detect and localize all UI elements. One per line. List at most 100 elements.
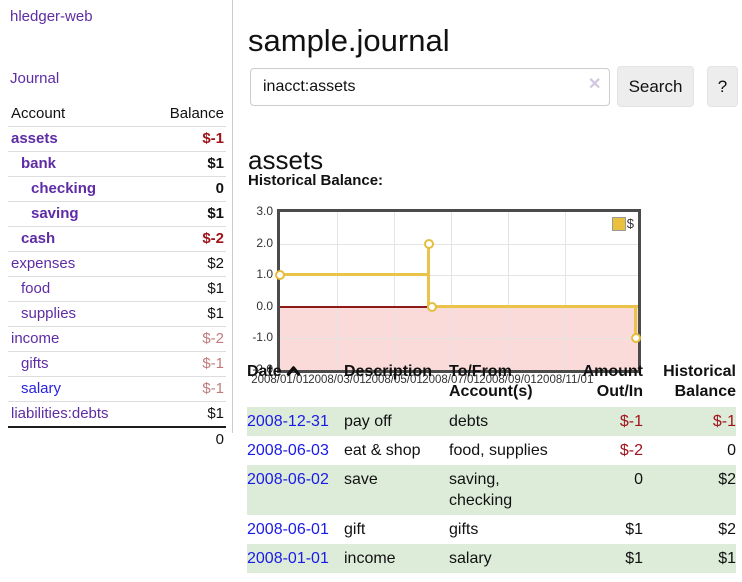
date-header-label: Date — [247, 363, 282, 380]
accounts-header-line2: Account(s) — [449, 383, 533, 400]
gridline — [280, 244, 638, 245]
balance-line-segment — [280, 273, 430, 276]
balance-line-segment — [427, 242, 430, 309]
transaction-description: income — [344, 550, 396, 567]
account-balance: $1 — [207, 405, 224, 422]
account-link-gifts[interactable]: gifts — [21, 355, 49, 372]
chart-plot-area: $ — [275, 209, 641, 373]
account-link-food[interactable]: food — [21, 280, 51, 297]
accounts-total-row: 0 — [8, 427, 226, 452]
account-row: checking 0 — [8, 176, 226, 202]
app-brand-link[interactable]: hledger-web — [10, 8, 93, 25]
transaction-row: 2008-06-01 gift gifts $1 $2 — [247, 515, 736, 544]
account-heading: assets — [248, 144, 324, 175]
account-link-expenses[interactable]: expenses — [11, 255, 76, 272]
gridline — [394, 212, 395, 370]
transaction-amount: $1 — [625, 550, 643, 567]
account-link-cash[interactable]: cash — [21, 230, 56, 247]
accounts-total-value: 0 — [215, 431, 224, 448]
transaction-accounts: salary — [449, 550, 492, 567]
accounts-header-line1: To/From — [449, 363, 512, 380]
transaction-date-link[interactable]: 2008-01-01 — [247, 550, 329, 567]
column-header-date[interactable]: Date — [247, 362, 344, 407]
column-header-description: Description — [344, 363, 433, 380]
amount-header-line1: Amount — [582, 363, 643, 380]
x-tick-label: 2008/01/01 — [251, 374, 309, 386]
gridline — [565, 212, 566, 370]
transaction-description: gift — [344, 521, 366, 538]
y-tick-label: 1.0 — [256, 267, 273, 281]
account-link-supplies[interactable]: supplies — [21, 305, 77, 322]
y-tick-label: 3.0 — [256, 204, 273, 218]
transaction-description: eat & shop — [344, 442, 421, 459]
clear-search-icon[interactable]: ✕ — [588, 76, 602, 93]
account-row: saving $1 — [8, 201, 226, 227]
x-tick-label: 2008/09/01 — [479, 374, 537, 386]
account-link-salary[interactable]: salary — [21, 380, 62, 397]
sidebar-divider — [232, 0, 233, 433]
chart-title: Historical Balance: — [248, 172, 384, 189]
search-input[interactable] — [250, 68, 610, 106]
gridline — [451, 212, 452, 370]
transaction-accounts: gifts — [449, 521, 479, 538]
help-button[interactable]: ? — [707, 66, 738, 107]
transaction-amount: $-1 — [619, 413, 643, 430]
transaction-accounts: saving, checking — [449, 471, 513, 509]
transaction-date-link[interactable]: 2008-06-03 — [247, 442, 329, 459]
account-balance: $-1 — [202, 355, 224, 372]
account-row: salary $-1 — [8, 376, 226, 402]
account-balance: $-2 — [202, 230, 224, 247]
account-link-liabilities-debts[interactable]: liabilities:debts — [11, 405, 109, 422]
account-link-income[interactable]: income — [11, 330, 60, 347]
search-button[interactable]: Search — [617, 66, 694, 107]
gridline — [280, 338, 638, 339]
accounts-header-row: Account Balance — [8, 102, 226, 127]
x-tick-label: 2008/05/01 — [365, 374, 423, 386]
account-link-assets[interactable]: assets — [11, 130, 58, 147]
y-tick-label: 2.0 — [256, 236, 273, 250]
account-balance: $1 — [207, 155, 224, 172]
historical-balance-chart: 3.0 2.0 1.0 0.0 -1.0 -2.0 $ 2008/01/01 2… — [246, 196, 646, 392]
account-link-bank[interactable]: bank — [21, 155, 57, 172]
transaction-amount: 0 — [634, 471, 643, 488]
transaction-balance: $1 — [718, 550, 736, 567]
transaction-row: 2008-06-02 save saving, checking 0 $2 — [247, 465, 736, 515]
account-link-saving[interactable]: saving — [31, 205, 79, 222]
column-header-balance: Historical Balance — [643, 362, 736, 407]
transaction-balance: $2 — [718, 471, 736, 488]
account-row: supplies $1 — [8, 301, 226, 327]
account-row: gifts $-1 — [8, 351, 226, 377]
account-row: bank $1 — [8, 151, 226, 177]
account-row: assets $-1 — [8, 126, 226, 152]
transaction-description: save — [344, 471, 378, 488]
transaction-balance: 0 — [727, 442, 736, 459]
transaction-accounts: food, supplies — [449, 442, 548, 459]
register-header-row: Date Description To/From Account(s) Amou… — [247, 362, 736, 407]
account-balance: $1 — [207, 205, 224, 222]
x-tick-label: 2008/03/01 — [308, 374, 366, 386]
account-balance: $-1 — [202, 380, 224, 397]
account-balance: $-2 — [202, 330, 224, 347]
transaction-row: 2008-06-03 eat & shop food, supplies $-2… — [247, 436, 736, 465]
account-balance: $2 — [207, 255, 224, 272]
legend-swatch-icon — [611, 216, 626, 231]
data-point-marker — [427, 302, 437, 312]
column-header-amount: Amount Out/In — [565, 362, 643, 407]
column-header-accounts: To/From Account(s) — [449, 362, 565, 407]
transaction-accounts: debts — [449, 413, 489, 430]
transaction-date-link[interactable]: 2008-06-02 — [247, 471, 329, 488]
accounts-header-account: Account — [11, 105, 66, 122]
transaction-amount: $1 — [625, 521, 643, 538]
y-tick-label: -1.0 — [252, 330, 273, 344]
x-tick-label: 2008/07/01 — [422, 374, 480, 386]
register-table: Date Description To/From Account(s) Amou… — [247, 362, 736, 573]
transaction-date-link[interactable]: 2008-12-31 — [247, 413, 329, 430]
account-row: expenses $2 — [8, 251, 226, 277]
page-title: sample.journal — [248, 22, 450, 58]
balance-header-line1: Historical — [663, 363, 736, 380]
transaction-row: 2008-01-01 income salary $1 $1 — [247, 544, 736, 573]
account-link-checking[interactable]: checking — [31, 180, 97, 197]
data-point-marker — [631, 333, 641, 343]
sidebar-item-journal[interactable]: Journal — [10, 70, 60, 87]
transaction-date-link[interactable]: 2008-06-01 — [247, 521, 329, 538]
